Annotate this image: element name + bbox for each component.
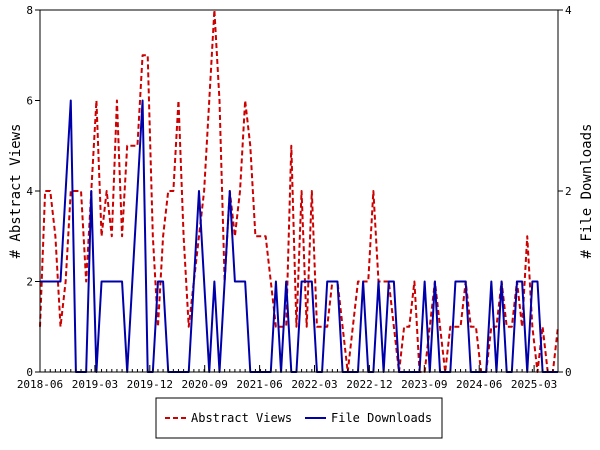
y-left-tick-label: 8 bbox=[26, 4, 33, 17]
y-left-tick-label: 2 bbox=[26, 276, 33, 289]
y-left-tick-label: 6 bbox=[26, 95, 33, 108]
x-tick-label: 2022-03 bbox=[291, 378, 337, 391]
y-left-axis-title: # Abstract Views bbox=[8, 124, 24, 259]
legend-label-abstract-views: Abstract Views bbox=[191, 411, 292, 425]
y-right-tick-label: 0 bbox=[565, 366, 572, 379]
axes-layer: 2018-06 2019-03 2019-12 2020-09 2021-06 2022-… bbox=[17, 4, 572, 391]
x-tick-label: 2022-12 bbox=[346, 378, 392, 391]
x-tick-label: 2023-09 bbox=[401, 378, 447, 391]
x-tick-label: 2021-06 bbox=[236, 378, 282, 391]
y-right-tick-label: 4 bbox=[565, 4, 572, 17]
x-tick-label: 2024-06 bbox=[456, 378, 502, 391]
y-left-tick-label: 0 bbox=[26, 366, 33, 379]
y-right-tick-label: 2 bbox=[565, 185, 572, 198]
legend: Abstract Views File Downloads bbox=[155, 397, 443, 439]
y-right-axis-title: # File Downloads bbox=[579, 124, 595, 259]
x-tick-label: 2018-06 bbox=[17, 378, 63, 391]
y-left-tick-label: 4 bbox=[26, 185, 33, 198]
series-line-abstract-views bbox=[39, 9, 559, 373]
x-tick-label: 2020-09 bbox=[182, 378, 228, 391]
x-tick-label: 2019-03 bbox=[72, 378, 118, 391]
x-tick-label: 2019-12 bbox=[127, 378, 173, 391]
x-tick-label: 2025-03 bbox=[511, 378, 557, 391]
legend-box bbox=[155, 397, 443, 439]
legend-label-file-downloads: File Downloads bbox=[331, 411, 432, 425]
